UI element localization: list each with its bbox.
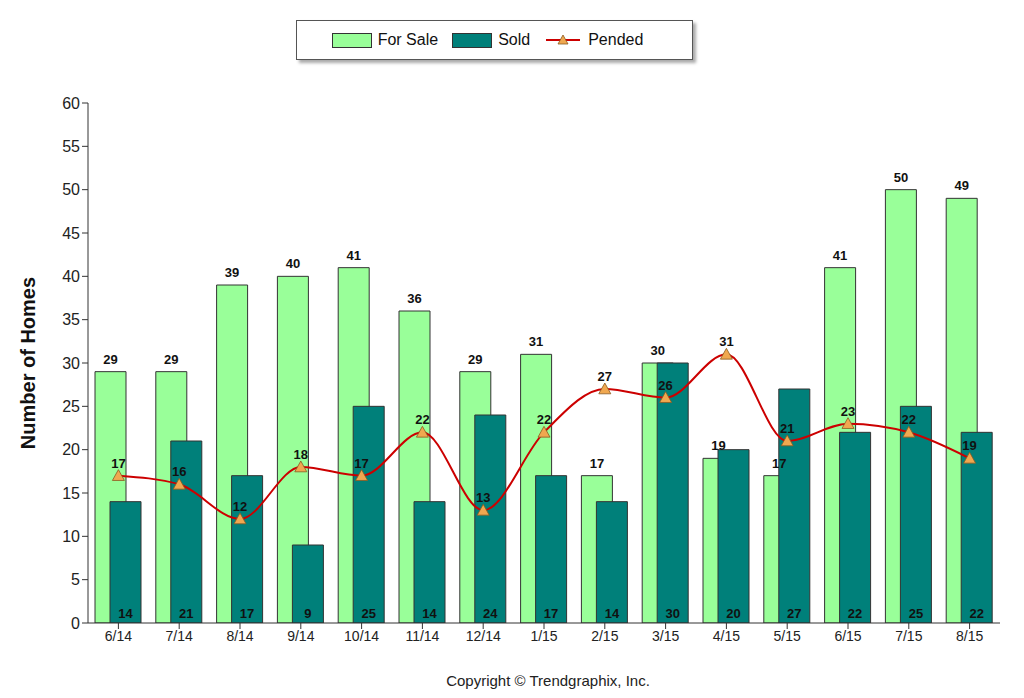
svg-text:29: 29 [164, 352, 178, 367]
svg-text:17: 17 [772, 456, 786, 471]
svg-text:11/14: 11/14 [405, 628, 439, 644]
svg-text:25: 25 [62, 398, 80, 415]
svg-text:40: 40 [62, 268, 80, 285]
svg-text:16: 16 [172, 464, 186, 479]
svg-text:4/15: 4/15 [713, 628, 740, 644]
svg-text:0: 0 [71, 615, 80, 632]
svg-text:5: 5 [71, 571, 80, 588]
svg-text:45: 45 [62, 225, 80, 242]
svg-text:22: 22 [902, 412, 916, 427]
svg-text:49: 49 [954, 178, 968, 193]
svg-text:29: 29 [103, 352, 117, 367]
svg-text:13: 13 [476, 490, 490, 505]
svg-text:20: 20 [62, 441, 80, 458]
svg-text:3/15: 3/15 [652, 628, 679, 644]
svg-text:2/15: 2/15 [591, 628, 618, 644]
svg-text:25: 25 [361, 606, 375, 621]
svg-text:27: 27 [598, 369, 612, 384]
svg-text:17: 17 [590, 456, 604, 471]
svg-text:35: 35 [62, 311, 80, 328]
svg-text:6/15: 6/15 [834, 628, 861, 644]
svg-text:41: 41 [346, 248, 360, 263]
svg-text:7/15: 7/15 [895, 628, 922, 644]
svg-text:22: 22 [848, 606, 862, 621]
svg-text:19: 19 [711, 438, 725, 453]
svg-text:55: 55 [62, 138, 80, 155]
svg-text:14: 14 [422, 606, 437, 621]
svg-text:1/15: 1/15 [530, 628, 557, 644]
svg-text:17: 17 [240, 606, 254, 621]
svg-text:15: 15 [62, 485, 80, 502]
svg-text:9/14: 9/14 [287, 628, 314, 644]
svg-text:22: 22 [969, 606, 983, 621]
svg-text:10: 10 [62, 528, 80, 545]
svg-text:7/14: 7/14 [166, 628, 193, 644]
svg-text:18: 18 [294, 447, 308, 462]
svg-text:50: 50 [894, 170, 908, 185]
svg-text:39: 39 [225, 265, 239, 280]
svg-text:30: 30 [62, 355, 80, 372]
svg-text:40: 40 [286, 256, 300, 271]
svg-text:30: 30 [665, 606, 679, 621]
svg-text:5/15: 5/15 [774, 628, 801, 644]
svg-text:60: 60 [62, 95, 80, 112]
svg-text:9: 9 [304, 606, 311, 621]
svg-text:17: 17 [544, 606, 558, 621]
svg-text:12/14: 12/14 [466, 628, 501, 644]
svg-text:22: 22 [415, 412, 429, 427]
svg-text:8/14: 8/14 [226, 628, 253, 644]
svg-text:21: 21 [780, 421, 794, 436]
svg-text:41: 41 [833, 248, 847, 263]
svg-text:17: 17 [111, 456, 125, 471]
svg-text:17: 17 [354, 456, 368, 471]
svg-text:8/15: 8/15 [956, 628, 983, 644]
svg-text:27: 27 [787, 606, 801, 621]
svg-text:31: 31 [529, 334, 543, 349]
svg-text:24: 24 [483, 606, 498, 621]
svg-text:6/14: 6/14 [105, 628, 132, 644]
svg-text:31: 31 [719, 334, 733, 349]
svg-text:20: 20 [726, 606, 740, 621]
html-text:Pended: Pended [588, 31, 644, 48]
svg-text:19: 19 [962, 438, 976, 453]
svg-text:50: 50 [62, 181, 80, 198]
svg-text:26: 26 [658, 378, 672, 393]
svg-text:21: 21 [179, 606, 193, 621]
svg-text:30: 30 [650, 343, 664, 358]
svg-text:25: 25 [909, 606, 923, 621]
html-text:Copyright © Trendgraphix, Inc.: Copyright © Trendgraphix, Inc. [446, 672, 650, 689]
svg-text:10/14: 10/14 [344, 628, 379, 644]
svg-text:14: 14 [118, 606, 133, 621]
svg-text:23: 23 [841, 404, 855, 419]
svg-text:22: 22 [537, 412, 551, 427]
svg-text:Number of Homes: Number of Homes [17, 277, 39, 449]
svg-text:12: 12 [233, 499, 247, 514]
html-text:For Sale: For Sale [377, 31, 439, 48]
html-text:Sold: Sold [498, 31, 531, 48]
svg-text:14: 14 [605, 606, 620, 621]
svg-text:29: 29 [468, 352, 482, 367]
svg-text:36: 36 [407, 291, 421, 306]
